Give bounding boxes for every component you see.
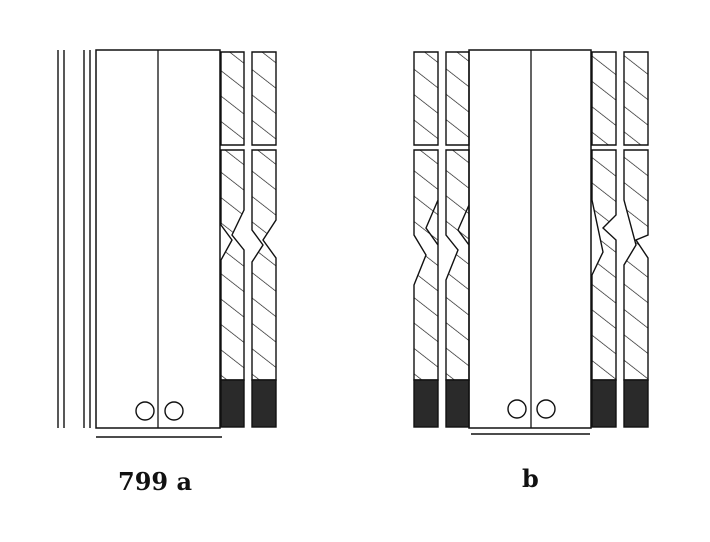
panel-b	[413, 49, 649, 435]
panel-b-hatched-column-1	[413, 51, 439, 428]
panel-a-hatched-column-2	[251, 51, 277, 428]
panel-b-hatched-column-3	[591, 51, 617, 428]
panel-a-black-block-1	[220, 379, 245, 428]
figure-label-a: 799 a	[118, 467, 192, 496]
panel-a	[57, 49, 277, 438]
panel-b-hatched-column-2	[445, 51, 470, 428]
panel-a-hatched-column-1	[220, 51, 245, 428]
panel-a-hole-right	[164, 401, 184, 421]
panel-b-hole-right	[536, 399, 556, 419]
panel-b-black-block-1	[413, 379, 439, 428]
panel-b-black-block-3	[591, 379, 617, 428]
panel-b-center-strip	[468, 49, 592, 429]
panel-b-hole-left	[507, 399, 527, 419]
panel-b-black-block-2	[445, 379, 470, 428]
panel-b-hatched-column-4	[623, 51, 649, 428]
panel-b-black-block-4	[623, 379, 649, 428]
figure-label-b: b	[522, 464, 539, 493]
panel-a-hole-left	[135, 401, 155, 421]
panel-a-side-lines	[57, 50, 91, 428]
panel-a-black-block-2	[251, 379, 277, 428]
